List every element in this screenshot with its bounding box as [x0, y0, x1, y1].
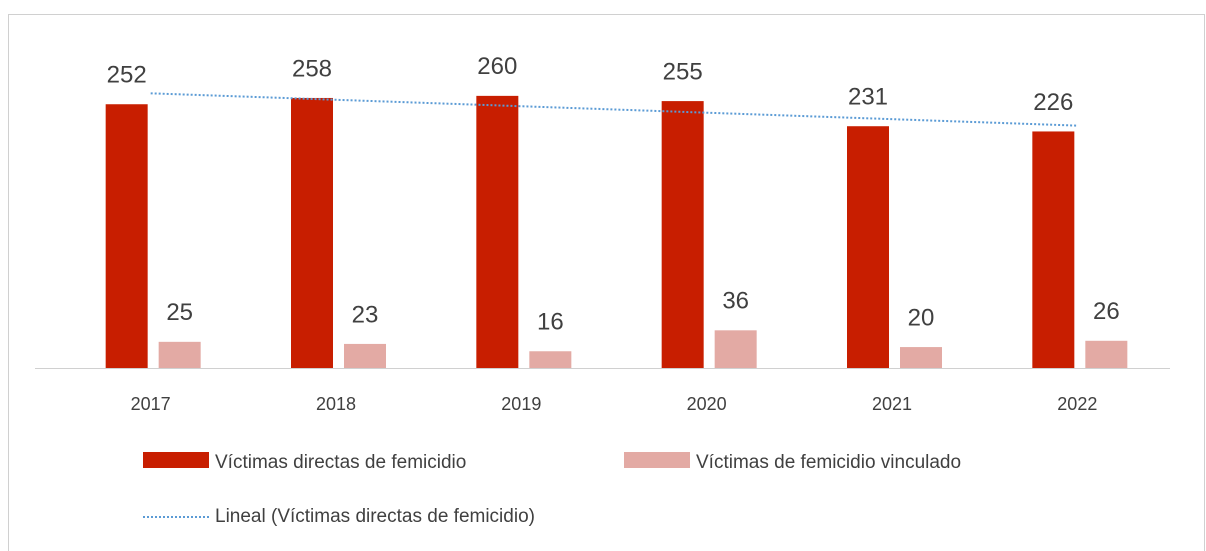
data-label: 23: [352, 301, 379, 328]
x-tick-label: 2019: [501, 394, 541, 414]
data-label: 25: [166, 299, 193, 326]
bar: [158, 341, 201, 368]
data-label: 258: [292, 55, 332, 82]
bar: [529, 351, 572, 368]
bar: [476, 95, 519, 368]
legend-label: Lineal (Víctimas directas de femicidio): [215, 506, 535, 527]
data-label: 16: [537, 309, 564, 336]
bar: [1085, 340, 1128, 368]
x-tick-label: 2020: [687, 394, 727, 414]
bar: [1032, 131, 1075, 368]
bar: [900, 347, 942, 368]
legend-swatch: [624, 452, 690, 468]
bar: [105, 104, 148, 369]
x-tick-label: 2022: [1057, 394, 1097, 414]
legend-label: Víctimas directas de femicidio: [215, 452, 466, 473]
bar: [344, 343, 386, 368]
data-label: 36: [722, 288, 749, 315]
legend-label: Víctimas de femicidio vinculado: [696, 452, 961, 473]
data-label: 260: [477, 53, 517, 80]
data-label: 252: [107, 62, 147, 89]
bar: [291, 97, 333, 369]
x-tick-label: 2017: [131, 394, 171, 414]
data-label: 255: [663, 58, 703, 85]
data-label: 20: [908, 304, 935, 331]
x-tick-label: 2021: [872, 394, 912, 414]
legend-swatch: [143, 452, 209, 468]
bar: [714, 330, 757, 368]
x-tick-label: 2018: [316, 394, 356, 414]
data-label: 26: [1093, 298, 1120, 325]
trendline: [150, 92, 1078, 127]
data-label: 226: [1033, 89, 1073, 116]
data-label: 231: [848, 84, 888, 111]
bar: [847, 126, 889, 368]
bar: [661, 101, 704, 368]
